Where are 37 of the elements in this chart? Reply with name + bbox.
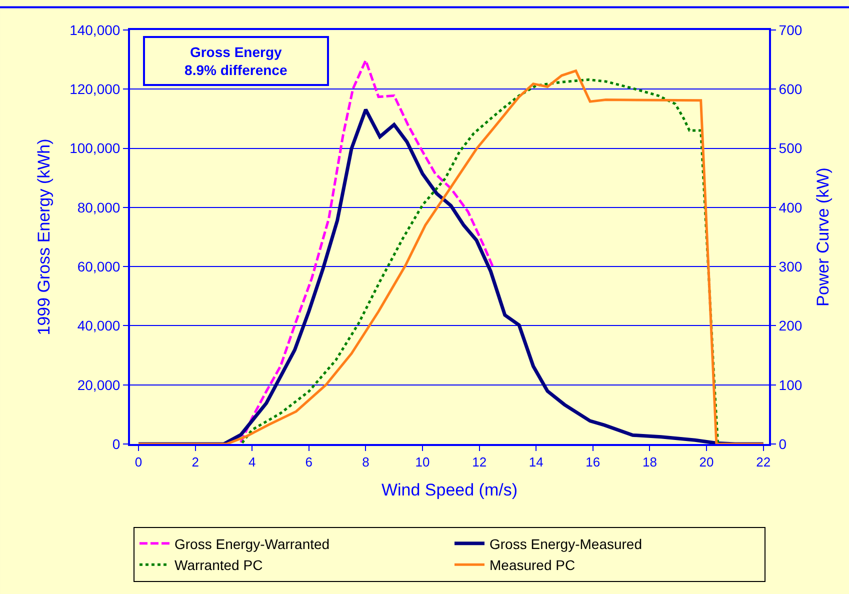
x-tick-label: 18: [642, 454, 657, 470]
x-tick-label: 4: [248, 454, 256, 470]
x-tick-label: 22: [756, 454, 771, 470]
y-tick-label: 140,000: [70, 22, 120, 38]
line-series: [240, 78, 720, 444]
x-tick-label: 14: [528, 454, 544, 470]
x-tick-label: 2: [192, 454, 199, 470]
y2-tick-label: 400: [778, 199, 802, 216]
y-tick-label: 60,000: [77, 258, 120, 274]
x-axis-title: Wind Speed (m/s): [381, 480, 518, 500]
x-tick-label: 16: [586, 454, 600, 470]
y-tick-label: 100,000: [70, 140, 120, 156]
y-tick-label: 120,000: [70, 81, 120, 98]
y2-tick-label: 600: [778, 81, 802, 98]
y2-tick-label: 700: [778, 22, 802, 38]
x-tick-label: 8: [362, 454, 370, 470]
legend-label: Gross Energy-Measured: [490, 536, 642, 552]
y-axis-title: 1999 Gross Energy (kWh): [34, 138, 54, 336]
legend-label: Warranted PC: [174, 557, 263, 574]
y-tick-label: 80,000: [77, 199, 120, 216]
y2-tick-label: 200: [778, 318, 802, 334]
x-tick-label: 6: [305, 454, 313, 470]
y2-tick-label: 100: [778, 376, 802, 393]
y2-tick-label: 300: [778, 258, 802, 274]
x-tick-label: 20: [699, 454, 714, 470]
y2-axis-title: Power Curve (kW): [813, 168, 832, 306]
x-tick-label: 10: [415, 454, 430, 470]
y-tick-label: 0: [112, 436, 120, 452]
annotation: Gross Energy 8.9% difference: [184, 44, 288, 78]
y-tick-label: 40,000: [77, 318, 120, 334]
x-tick-label: 0: [134, 454, 142, 470]
y2-tick-label: 0: [778, 436, 787, 452]
y2-tick-label: 500: [778, 140, 802, 156]
x-tick-label: 12: [472, 454, 487, 470]
legend-label: Measured PC: [490, 557, 576, 574]
legend-label: Gross Energy-Warranted: [174, 536, 330, 552]
y-tick-label: 20,000: [77, 376, 120, 393]
